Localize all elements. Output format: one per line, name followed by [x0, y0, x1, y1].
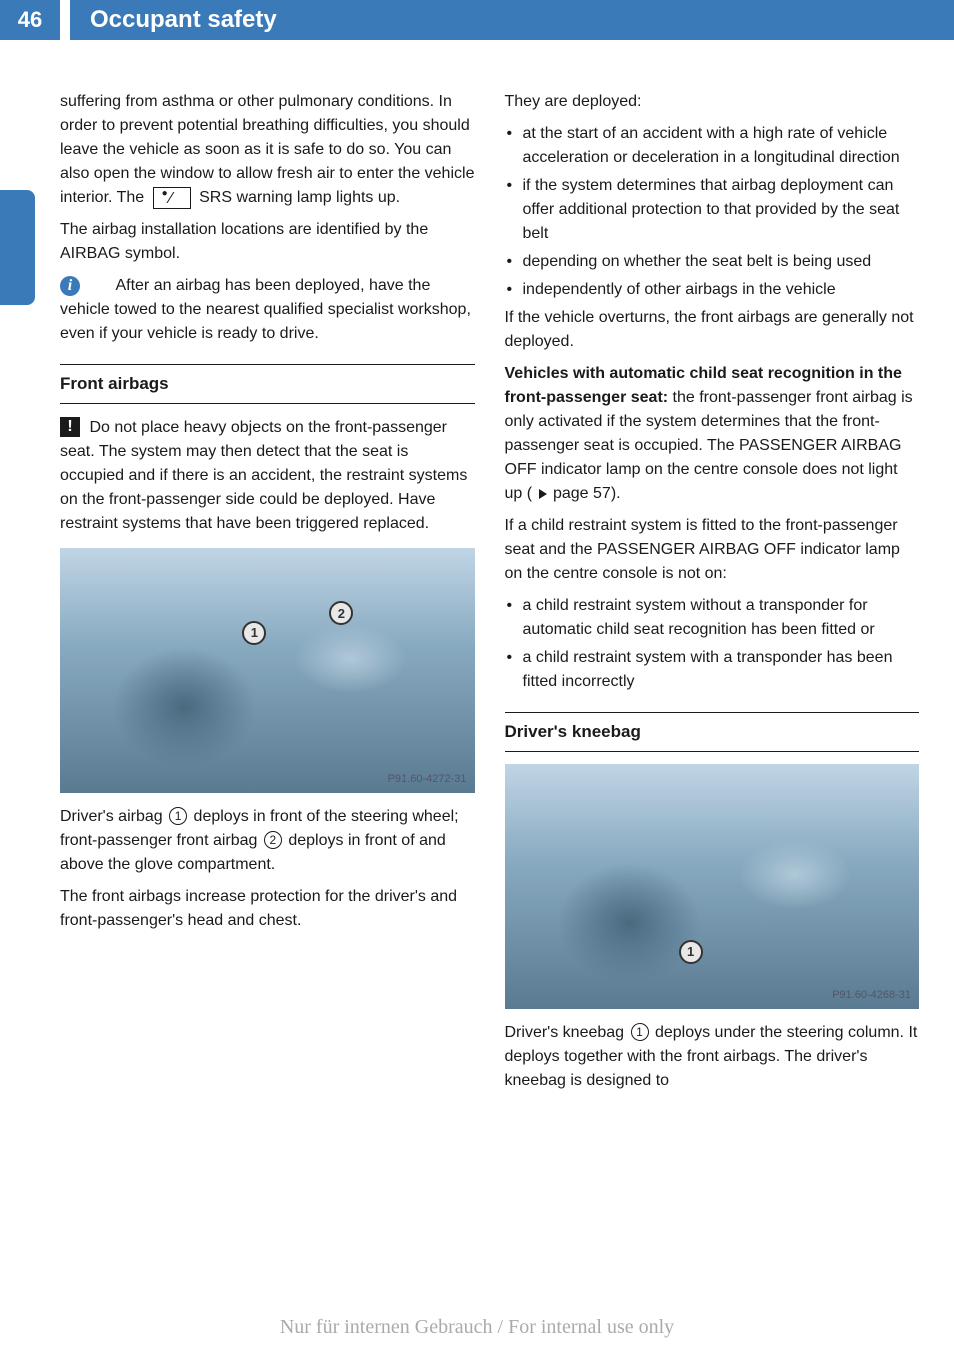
paragraph: If the vehicle overturns, the front airb… — [505, 306, 920, 354]
paragraph: The front airbags increase protection fo… — [60, 885, 475, 933]
bullet-list-1: at the start of an accident with a high … — [505, 122, 920, 302]
kneebag-diagram: 1 P91.60-4268-31 — [505, 764, 920, 1009]
section-heading: Front airbags — [60, 364, 475, 404]
info-icon: i — [60, 276, 80, 296]
paragraph: Driver's kneebag 1 deploys under the ste… — [505, 1021, 920, 1093]
paragraph: The airbag installation locations are id… — [60, 218, 475, 266]
text: Driver's airbag — [60, 808, 167, 825]
chapter-title: Occupant safety — [70, 0, 954, 40]
paragraph: They are deployed: — [505, 90, 920, 114]
marker-1: 1 — [679, 940, 703, 964]
main-content: suffering from asthma or other pulmonary… — [0, 40, 954, 1121]
page-ref-icon — [539, 489, 547, 499]
warning-block: ! Do not place heavy objects on the fron… — [60, 416, 475, 536]
ref-2: 2 — [264, 831, 282, 849]
text: SRS warning lamp lights up. — [199, 189, 400, 206]
paragraph: Vehicles with automatic child seat recog… — [505, 362, 920, 506]
ref-1: 1 — [631, 1023, 649, 1041]
right-column: They are deployed: at the start of an ac… — [505, 90, 920, 1101]
warning-text: Do not place heavy objects on the front-… — [60, 419, 467, 532]
list-item: a child restraint system without a trans… — [505, 594, 920, 642]
front-airbags-diagram: 1 2 P91.60-4272-31 — [60, 548, 475, 793]
left-column: suffering from asthma or other pulmonary… — [60, 90, 475, 1101]
page-header: 46 Occupant safety — [0, 0, 954, 40]
diagram-caption: P91.60-4272-31 — [388, 771, 467, 788]
paragraph: If a child restraint system is fitted to… — [505, 514, 920, 586]
info-block: i After an airbag has been deployed, hav… — [60, 274, 475, 346]
diagram-bg — [505, 764, 920, 1009]
srs-warning-icon — [153, 187, 191, 209]
bullet-list-2: a child restraint system without a trans… — [505, 594, 920, 694]
side-tab: Safety — [0, 190, 35, 305]
diagram-caption: P91.60-4268-31 — [832, 987, 911, 1004]
list-item: depending on whether the seat belt is be… — [505, 250, 920, 274]
paragraph: suffering from asthma or other pulmonary… — [60, 90, 475, 210]
ref-1: 1 — [169, 807, 187, 825]
list-item: at the start of an accident with a high … — [505, 122, 920, 170]
text: page 57). — [553, 485, 621, 502]
info-text: After an airbag has been deployed, have … — [60, 277, 471, 342]
list-item: a child restraint system with a transpon… — [505, 646, 920, 694]
side-tab-label: Safety — [6, 194, 34, 294]
paragraph: Driver's airbag 1 deploys in front of th… — [60, 805, 475, 877]
diagram-bg — [60, 548, 475, 793]
list-item: if the system determines that airbag dep… — [505, 174, 920, 246]
text: Driver's kneebag — [505, 1024, 629, 1041]
warning-icon: ! — [60, 417, 80, 437]
page-number: 46 — [0, 0, 60, 40]
section-heading: Driver's kneebag — [505, 712, 920, 752]
watermark: Nur für internen Gebrauch / For internal… — [0, 1316, 954, 1339]
list-item: independently of other airbags in the ve… — [505, 278, 920, 302]
